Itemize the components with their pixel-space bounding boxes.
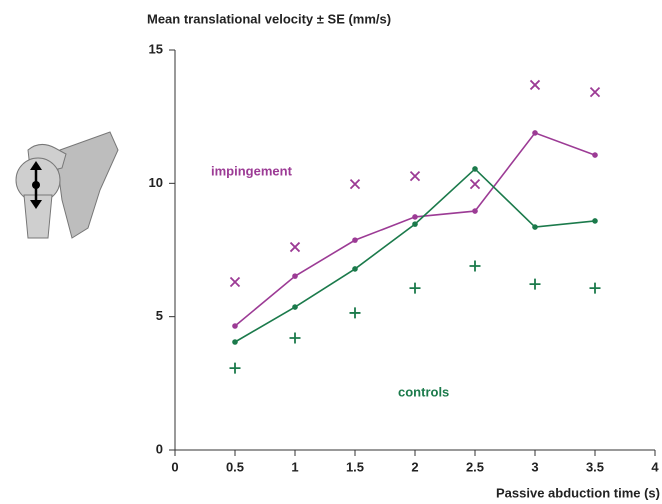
point xyxy=(412,214,418,220)
x-axis-label: Passive abduction time (s) xyxy=(496,485,660,500)
point xyxy=(472,208,478,214)
se-marker xyxy=(409,170,421,182)
se-marker xyxy=(229,276,241,288)
chart-title: Mean translational velocity ± SE (mm/s) xyxy=(147,11,391,26)
se-marker xyxy=(529,79,541,91)
y-tick-label: 10 xyxy=(149,175,163,190)
se-marker xyxy=(469,178,481,190)
x-tick-label: 2.5 xyxy=(466,459,484,474)
se-marker xyxy=(349,307,361,319)
point xyxy=(232,323,238,329)
point xyxy=(592,218,598,224)
y-tick-label: 15 xyxy=(149,41,163,56)
x-tick-label: 1.5 xyxy=(346,459,364,474)
se-marker xyxy=(589,86,601,98)
y-tick-label: 5 xyxy=(156,308,163,323)
shoulder-icon xyxy=(15,131,119,239)
se-marker xyxy=(529,278,541,290)
x-tick-label: 3 xyxy=(531,459,538,474)
point xyxy=(352,237,358,243)
series-label: impingement xyxy=(211,163,293,178)
point xyxy=(292,273,298,279)
se-marker xyxy=(349,178,361,190)
se-marker xyxy=(409,282,421,294)
point xyxy=(412,221,418,227)
point xyxy=(592,152,598,158)
series-line xyxy=(234,131,596,327)
se-marker xyxy=(469,260,481,272)
point xyxy=(232,339,238,345)
point xyxy=(292,304,298,310)
x-tick-label: 3.5 xyxy=(586,459,604,474)
x-tick-label: 4 xyxy=(651,459,659,474)
y-tick-label: 0 xyxy=(156,441,163,456)
point xyxy=(532,130,538,136)
point xyxy=(352,266,358,272)
x-tick-label: 0.5 xyxy=(226,459,244,474)
x-tick-label: 1 xyxy=(291,459,298,474)
se-marker xyxy=(289,332,301,344)
se-marker xyxy=(289,241,301,253)
series-label: controls xyxy=(398,384,449,399)
x-tick-label: 2 xyxy=(411,459,418,474)
series-line xyxy=(234,167,596,343)
se-marker xyxy=(229,362,241,374)
x-tick-label: 0 xyxy=(171,459,178,474)
point xyxy=(472,166,478,172)
point xyxy=(532,224,538,230)
se-marker xyxy=(589,282,601,294)
